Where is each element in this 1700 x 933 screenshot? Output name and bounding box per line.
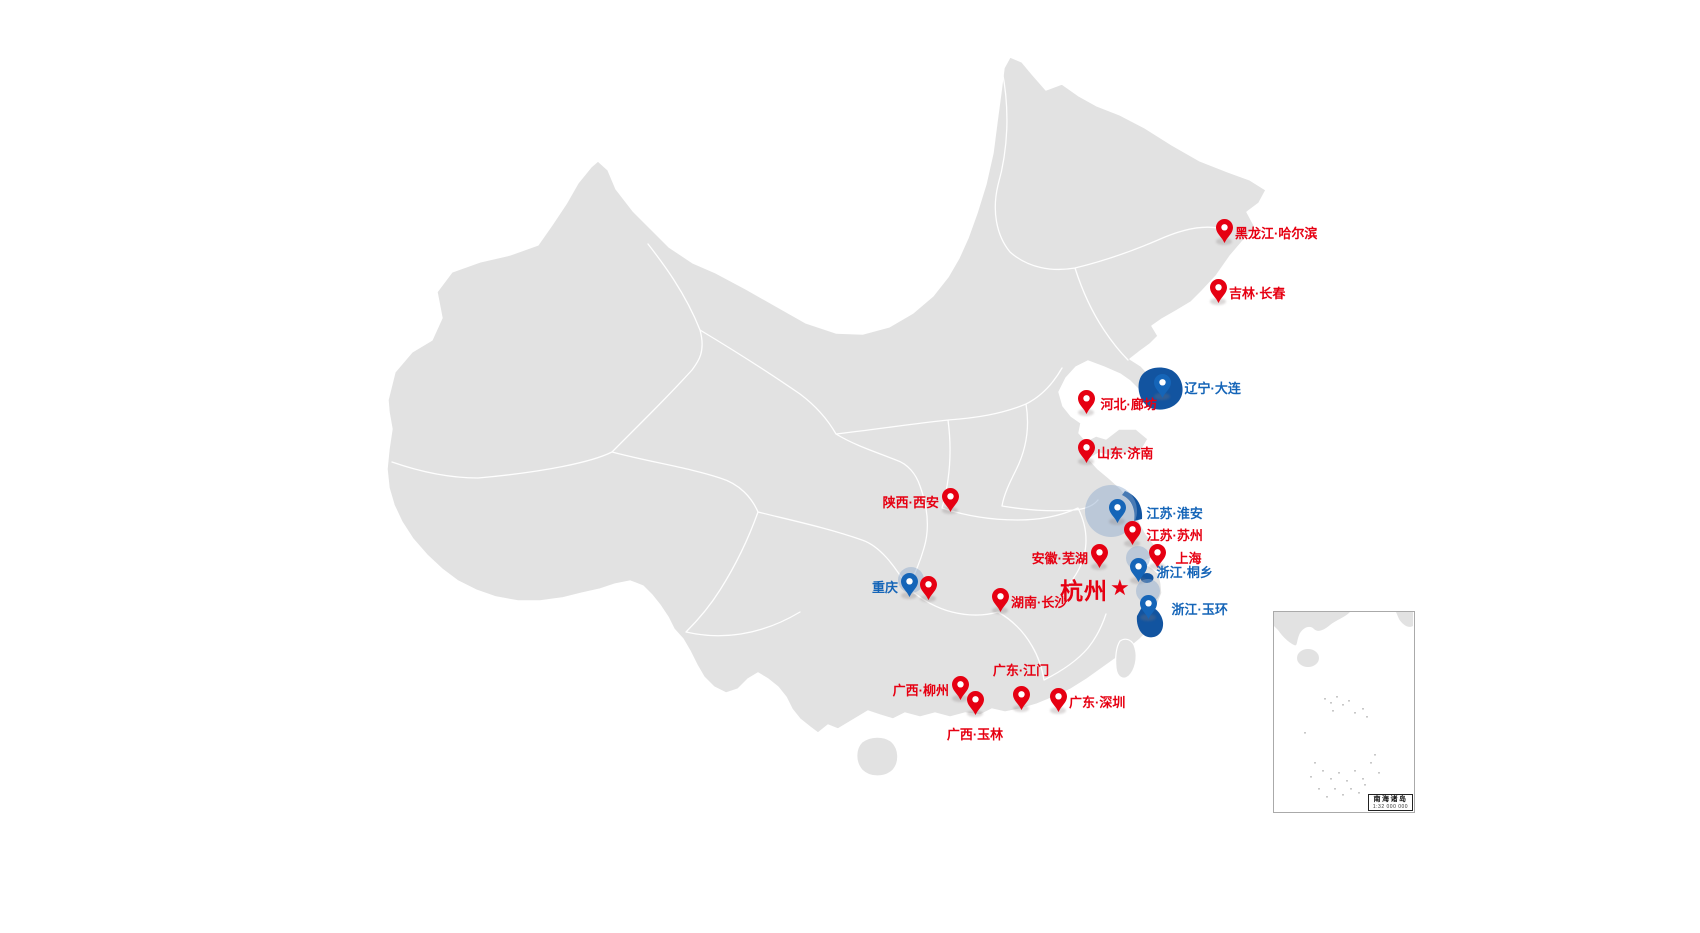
region-tongxiang xyxy=(1140,573,1154,583)
inset-label-box: 南海诸岛 1:32 000 000 xyxy=(1368,794,1413,811)
pin-icon xyxy=(1153,374,1171,398)
marker-label-tongxiang: 浙江·桐乡 xyxy=(1156,565,1213,580)
headquarters-label: 杭州 xyxy=(1060,578,1108,604)
marker-label-huaian: 江苏·淮安 xyxy=(1146,506,1203,521)
marker-label-suzhou: 江苏·苏州 xyxy=(1146,528,1203,543)
marker-label-jinan: 山东·济南 xyxy=(1097,446,1154,461)
inset-map xyxy=(1274,612,1413,798)
inset-title: 南海诸岛 xyxy=(1373,796,1408,803)
province-borders xyxy=(391,69,1219,681)
hainan-island-shape xyxy=(856,736,899,777)
china-mainland-shape xyxy=(386,56,1267,734)
pin-icon xyxy=(1209,279,1227,303)
marker-label-jiangmen: 广东·江门 xyxy=(992,663,1050,678)
marker-label-harbin: 黑龙江·哈尔滨 xyxy=(1235,226,1318,241)
region-jiangsu-coast xyxy=(1122,491,1143,521)
marker-label-dalian: 辽宁·大连 xyxy=(1184,381,1241,396)
pin-icon xyxy=(1129,558,1147,582)
pin-icon xyxy=(1012,686,1030,710)
pin-icon xyxy=(1148,544,1166,568)
pin-icon xyxy=(1077,439,1095,463)
marker-label-xian: 陕西·西安 xyxy=(882,495,939,510)
pin-icon xyxy=(919,576,937,600)
marker-label-yulin: 广西·玉林 xyxy=(946,727,1004,742)
south-china-sea-inset: 南海诸岛 1:32 000 000 xyxy=(1273,611,1415,813)
pin-icon xyxy=(1139,595,1157,619)
pin-icon xyxy=(1108,499,1126,523)
headquarters-hangzhou[interactable]: 杭州 ★ xyxy=(1060,572,1130,606)
region-yuhuan xyxy=(1136,606,1164,638)
pin-icon xyxy=(951,676,969,700)
taiwan-island-shape xyxy=(1115,638,1137,679)
inset-coastline xyxy=(1274,612,1350,646)
marker-label-changchun: 吉林·长春 xyxy=(1229,286,1286,301)
inset-scale: 1:32 000 000 xyxy=(1372,804,1409,810)
marker-label-changsha: 湖南·长沙 xyxy=(1011,595,1068,610)
marker-label-langfang: 河北·廊坊 xyxy=(1100,397,1157,412)
pin-icon xyxy=(966,691,984,715)
marker-label-shanghai: 上海 xyxy=(1175,551,1202,566)
pin-icon xyxy=(900,573,918,597)
pin-icon xyxy=(1123,521,1141,545)
marker-label-wuhu: 安徽·芜湖 xyxy=(1031,551,1088,566)
marker-label-liuzhou: 广西·柳州 xyxy=(892,683,949,698)
inset-hainan xyxy=(1297,649,1319,667)
pin-icon xyxy=(1077,390,1095,414)
pin-icon xyxy=(1090,544,1108,568)
pin-icon xyxy=(1215,219,1233,243)
marker-label-yuhuan: 浙江·玉环 xyxy=(1171,602,1228,617)
marker-label-shenzhen: 广东·深圳 xyxy=(1069,695,1126,710)
marker-label-chongqing: 重庆 xyxy=(871,580,898,595)
inset-islands xyxy=(1304,696,1380,798)
star-icon: ★ xyxy=(1110,575,1130,600)
inset-taiwan-tip xyxy=(1396,612,1413,627)
pin-icon xyxy=(941,488,959,512)
pin-icon xyxy=(991,588,1009,612)
pin-icon xyxy=(1049,688,1067,712)
